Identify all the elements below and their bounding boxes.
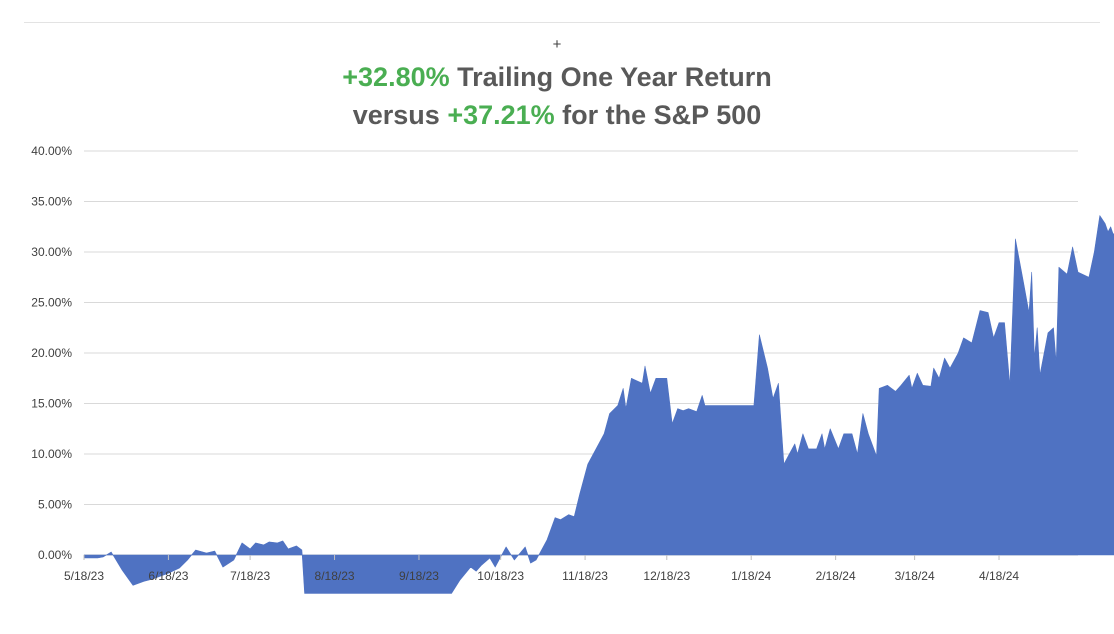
y-tick-label: 40.00% xyxy=(31,144,72,158)
x-tick-label: 5/18/23 xyxy=(64,569,104,583)
y-tick-label: 10.00% xyxy=(31,447,72,461)
chart-title-line-1: +32.80% Trailing One Year Return xyxy=(0,62,1114,93)
x-tick-label: 1/18/24 xyxy=(731,569,771,583)
y-axis: 0.00% 5.00% 10.00% 15.00% 20.00% 25.00% 30.00%… xyxy=(31,144,72,562)
x-axis: 5/18/23 6/18/23 7/18/23 8/18/23 9/18/23 10/18… xyxy=(64,555,1019,583)
area-series xyxy=(83,215,1114,594)
area-series-fill xyxy=(83,215,1114,594)
x-tick-label: 8/18/23 xyxy=(315,569,355,583)
y-tick-label: 0.00% xyxy=(38,548,72,562)
title-line-2-prefix: versus xyxy=(352,100,448,130)
x-tick-label: 7/18/23 xyxy=(230,569,270,583)
y-tick-label: 20.00% xyxy=(31,346,72,360)
top-divider xyxy=(24,22,1100,23)
y-tick-label: 35.00% xyxy=(31,195,72,209)
y-tick-label: 15.00% xyxy=(31,397,72,411)
fund-return-value: +32.80% xyxy=(342,62,450,92)
x-tick-label: 6/18/23 xyxy=(148,569,188,583)
y-tick-label: 25.00% xyxy=(31,296,72,310)
x-tick-label: 11/18/23 xyxy=(562,569,608,583)
plus-marker: + xyxy=(552,36,562,53)
x-tick-label: 4/18/24 xyxy=(979,569,1019,583)
title-line-2-suffix: for the S&P 500 xyxy=(554,100,762,130)
x-tick-label: 2/18/24 xyxy=(816,569,856,583)
y-tick-label: 30.00% xyxy=(31,245,72,259)
x-tick-label: 3/18/24 xyxy=(895,569,935,583)
x-tick-label: 10/18/23 xyxy=(477,569,524,583)
x-tick-label: 9/18/23 xyxy=(399,569,439,583)
benchmark-return-value: +37.21% xyxy=(447,100,555,130)
y-tick-label: 5.00% xyxy=(38,498,72,512)
chart-title-line-2: versus +37.21% for the S&P 500 xyxy=(0,100,1114,131)
x-tick-label: 12/18/23 xyxy=(643,569,690,583)
title-line-1-text: Trailing One Year Return xyxy=(449,62,772,92)
